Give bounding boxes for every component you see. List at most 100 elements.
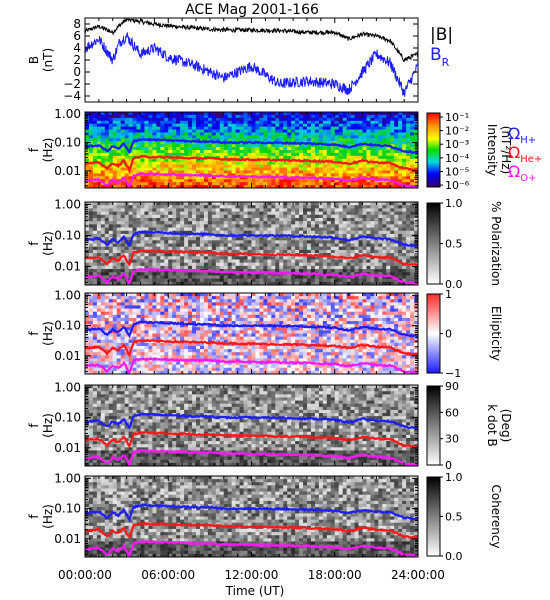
series-line-b-r	[85, 31, 418, 97]
y-axis-unit: (Hz)	[41, 231, 55, 256]
colorbar-label: Ellipticity	[489, 306, 503, 361]
y-tick-label: 0.01	[54, 164, 81, 178]
y-tick-label: 0.10	[54, 319, 81, 333]
x-tick-label: 18:00:00	[308, 568, 362, 582]
y-tick-label: 1.00	[54, 288, 81, 302]
y-tick-label: −2	[63, 77, 81, 91]
colorbar-tick-label: 10⁻⁵	[445, 165, 469, 178]
x-tick-label: 00:00:00	[58, 568, 112, 582]
y-axis-unit: (Hz)	[41, 504, 55, 529]
colorbar	[426, 476, 441, 557]
panel-intensity: 1.00 0.10 0.01 10⁻¹10⁻²10⁻³10⁻⁴10⁻⁵10⁻⁶ Inte…	[54, 107, 513, 192]
panel-coherency: 1.00 0.10 0.01 1.0 0.5 0.0 Coherency	[54, 471, 503, 563]
y-tick-label: 0.01	[54, 349, 81, 363]
x-axis: Time (UT) 00:00:00 06:00:00 12:00:00 18:00:…	[58, 568, 445, 598]
y-axis-label: f	[27, 514, 41, 519]
cyclotron-line-O-plus	[85, 171, 418, 188]
cyclotron-line-He-plus	[85, 430, 418, 449]
y-tick-label: 1.00	[54, 380, 81, 394]
y-axis-label: f	[27, 147, 41, 152]
y-tick-label: 0	[73, 65, 81, 79]
colorbar-tick-label: 0	[445, 459, 452, 472]
legend-omega-h: ΩH+	[508, 124, 536, 146]
y-axis-label: B	[27, 56, 41, 64]
colorbar-tick-label: 10⁻⁶	[445, 179, 470, 192]
colorbar-tick-label: 60	[445, 406, 459, 419]
colorbar-tick-label: 1.0	[445, 197, 463, 210]
legend-b-r: BR	[430, 45, 450, 69]
cyclotron-line-H-plus	[85, 320, 418, 338]
colorbar-label: k dot B	[485, 404, 499, 446]
y-tick-label: 0.01	[54, 259, 81, 273]
y-axis-unit: (nT)	[41, 48, 55, 72]
y-axis-label: f	[27, 241, 41, 246]
colorbar-tick-label: 90	[445, 380, 459, 393]
cyclotron-line-O-plus	[85, 267, 418, 285]
x-tick-label: 24:00:00	[391, 568, 445, 582]
y-tick-label: 0.10	[54, 411, 81, 425]
y-axis-label: f	[27, 423, 41, 428]
colorbar-tick-label: 0.5	[445, 511, 463, 524]
y-tick-label: 2	[73, 53, 81, 67]
plot-frame	[84, 17, 419, 103]
colorbar-tick-label: 0.0	[445, 550, 463, 563]
cyclotron-line-O-plus	[85, 356, 418, 374]
colorbar-label: Intensity	[485, 124, 499, 176]
colorbar-tick-label: 0	[445, 328, 452, 341]
y-tick-label: 1.00	[54, 107, 81, 121]
x-tick-label: 12:00:00	[225, 568, 279, 582]
y-tick-label: 1.00	[54, 471, 81, 485]
colorbar-label: Coherency	[489, 484, 503, 548]
cyclotron-line-H-plus	[85, 230, 418, 248]
colorbar	[426, 293, 441, 374]
legend-omega-o: ΩO+	[508, 162, 536, 184]
y-tick-label: 0.10	[54, 502, 81, 516]
colorbar-tick-label: 10⁻¹	[445, 111, 469, 124]
cyclotron-line-He-plus	[85, 521, 418, 540]
colorbar-tick-label: 1	[445, 288, 452, 301]
y-tick-label: −4	[63, 89, 81, 103]
y-tick-label: 8	[73, 17, 81, 31]
cyclotron-line-H-plus	[85, 137, 418, 155]
panel-polarization: 1.00 0.10 0.01 1.0 0.5 0.0 % Polarization	[54, 197, 503, 291]
cyclotron-line-He-plus	[85, 249, 418, 267]
y-tick-label: 0.10	[54, 228, 81, 242]
cyclotron-line-O-plus	[85, 539, 418, 557]
cyclotron-line-He-plus	[85, 338, 418, 358]
figure-title: ACE Mag 2001-166	[185, 2, 319, 18]
y-axis-unit: (Hz)	[41, 138, 55, 163]
cyclotron-line-He-plus	[85, 154, 418, 174]
y-tick-label: 6	[73, 29, 81, 43]
y-axis-label: f	[27, 331, 41, 336]
y-axis-unit: (Hz)	[41, 413, 55, 438]
y-tick-label: 0.10	[54, 136, 81, 150]
colorbar-tick-label: 10⁻²	[445, 125, 469, 138]
y-axis-unit: (Hz)	[41, 321, 55, 346]
cyclotron-line-H-plus	[85, 412, 418, 430]
colorbar	[426, 112, 441, 188]
legend-b-mag: |B|	[430, 25, 453, 45]
colorbar-tick-label: −1	[445, 367, 461, 380]
colorbar-unit: (Deg)	[499, 409, 513, 443]
legend-omega-he: ΩHe+	[508, 143, 542, 165]
y-tick-label: 4	[73, 41, 81, 55]
colorbar-tick-label: 0.5	[445, 238, 463, 251]
x-tick-label: 06:00:00	[141, 568, 195, 582]
colorbar	[426, 385, 441, 466]
colorbar-tick-label: 0.0	[445, 278, 463, 291]
y-tick-label: 0.01	[54, 532, 81, 546]
colorbar-unit: (nT²/Hz)	[499, 126, 513, 174]
colorbar	[426, 202, 441, 285]
cyclotron-line-O-plus	[85, 449, 418, 466]
legend-right: |B| BR ΩH+ ΩHe+ ΩO+	[430, 25, 542, 184]
y-tick-label: 1.00	[54, 197, 81, 211]
x-axis-label: Time (UT)	[225, 584, 285, 598]
cyclotron-line-H-plus	[85, 503, 418, 522]
y-tick-label: 0.01	[54, 441, 81, 455]
colorbar-tick-label: 10⁻³	[445, 138, 469, 151]
panel-k-dot-b: 1.00 0.10 0.01 90 60 30 0 k dot B (Deg)	[54, 380, 513, 472]
colorbar-tick-label: 10⁻⁴	[445, 152, 470, 165]
panel-ellipticity: 1.00 0.10 0.01 1 0 −1 Ellipticity	[54, 288, 503, 380]
colorbar-label: % Polarization	[489, 201, 503, 286]
